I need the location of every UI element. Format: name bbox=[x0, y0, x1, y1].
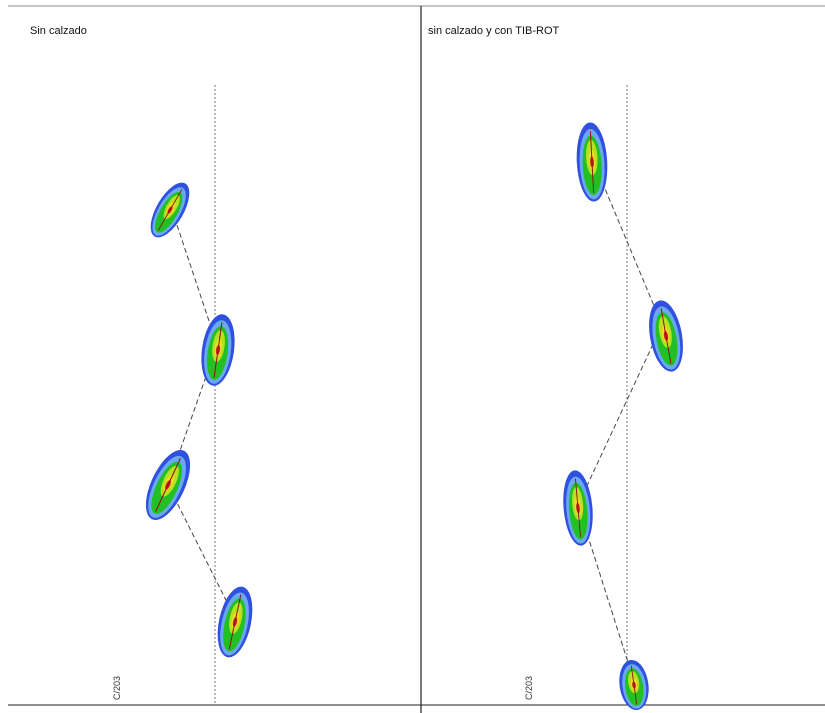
footprint bbox=[196, 311, 240, 389]
footprint bbox=[136, 443, 200, 527]
footprint bbox=[559, 468, 597, 548]
footprint bbox=[574, 121, 610, 203]
footprint bbox=[142, 176, 198, 244]
footprint bbox=[211, 582, 259, 662]
footprint bbox=[643, 297, 689, 375]
footprint bbox=[615, 657, 653, 713]
step-path bbox=[167, 209, 236, 619]
axis-label: C/203 bbox=[112, 676, 122, 700]
panel-title: Sin calzado bbox=[30, 25, 87, 37]
axis-label: C/203 bbox=[524, 676, 534, 700]
panel-title: sin calzado y con TIB-ROT bbox=[428, 25, 560, 37]
step-path bbox=[577, 159, 663, 676]
